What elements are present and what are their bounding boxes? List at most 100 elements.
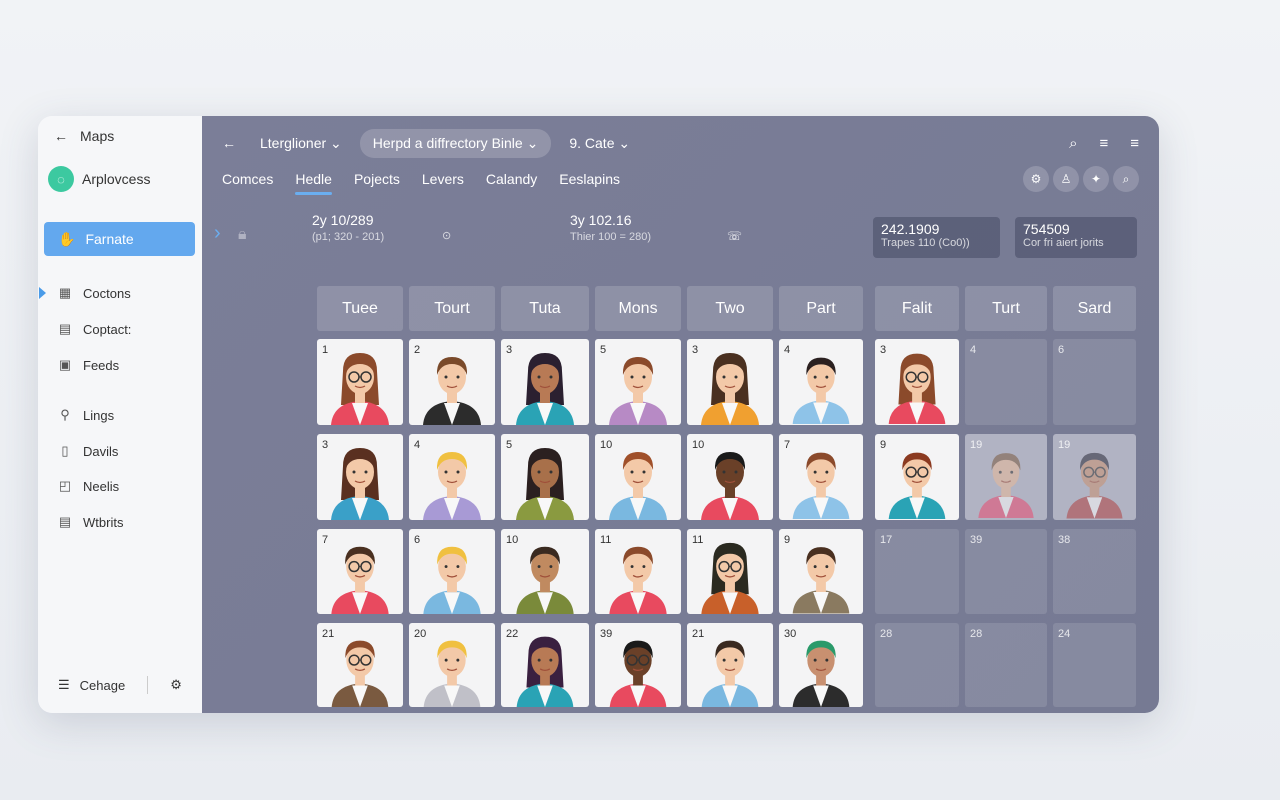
person-card[interactable]: 2 bbox=[409, 339, 495, 425]
column-header[interactable]: Tourt bbox=[409, 286, 495, 331]
person-card[interactable]: 7 bbox=[317, 529, 403, 614]
user-icon[interactable]: ♙ bbox=[1053, 166, 1079, 192]
sidebar-item-coctons[interactable]: ▦ Coctons bbox=[38, 281, 202, 305]
column-header[interactable]: Part bbox=[779, 286, 863, 331]
empty-slot[interactable]: 38 bbox=[1053, 529, 1136, 614]
search-icon[interactable]: ⌕ bbox=[1113, 166, 1139, 192]
cell-number: 22 bbox=[506, 628, 519, 640]
sidebar-item-coptact[interactable]: ▤ Coptact: bbox=[38, 317, 202, 341]
person-card[interactable]: 9 bbox=[875, 434, 959, 520]
person-card[interactable]: 3 bbox=[687, 339, 773, 425]
document-icon: ▯ bbox=[61, 443, 69, 458]
tab-calandy[interactable]: Calandy bbox=[485, 171, 538, 187]
empty-slot[interactable]: 17 bbox=[875, 529, 959, 614]
cell-number: 10 bbox=[692, 439, 705, 451]
cell-number: 17 bbox=[880, 534, 893, 546]
tab-levers[interactable]: Levers bbox=[421, 171, 464, 187]
column-header[interactable]: Mons bbox=[595, 286, 681, 331]
sidebar-item-feeds[interactable]: ▣ Feeds bbox=[38, 353, 202, 377]
directory-search-pill[interactable]: Herpd a diffrectory Binle ⌄ bbox=[359, 128, 552, 158]
person-card[interactable]: 39 bbox=[595, 623, 681, 707]
avatar bbox=[609, 640, 667, 707]
footer-link[interactable]: Cehage bbox=[79, 677, 126, 693]
person-card[interactable]: 19 bbox=[1053, 434, 1136, 520]
menu-icon[interactable]: ≡ bbox=[1099, 134, 1109, 152]
avatar bbox=[701, 640, 759, 707]
person-card[interactable]: 3 bbox=[875, 339, 959, 425]
person-card[interactable]: 11 bbox=[595, 529, 681, 614]
person-card[interactable]: 10 bbox=[501, 529, 589, 614]
cell-number: 38 bbox=[1058, 534, 1071, 546]
sidebar-active-button[interactable]: ✋ Farnate bbox=[44, 222, 195, 256]
empty-slot[interactable]: 28 bbox=[965, 623, 1047, 707]
avatar bbox=[516, 353, 574, 425]
sidebar: ← Maps ◌ Arplovcess ✋ Farnate ▦ Coctons ▤ Copt… bbox=[38, 116, 202, 713]
summary-card-1: 242.1909 Trapes 110 (Co0)) bbox=[873, 217, 1000, 258]
person-card[interactable]: 5 bbox=[595, 339, 681, 425]
person-card[interactable]: 5 bbox=[501, 434, 589, 520]
person-card[interactable]: 3 bbox=[317, 434, 403, 520]
back-button[interactable]: ← Maps bbox=[54, 128, 115, 144]
column-header[interactable]: Falit bbox=[875, 286, 959, 331]
avatar bbox=[516, 448, 574, 520]
sidebar-item-davils[interactable]: ▯ Davils bbox=[38, 439, 202, 463]
avatar bbox=[331, 640, 389, 707]
person-card[interactable]: 22 bbox=[501, 623, 589, 707]
tab-eeslapins[interactable]: Eeslapins bbox=[559, 171, 620, 187]
tab-pojects[interactable]: Pojects bbox=[353, 171, 400, 187]
avatar bbox=[888, 452, 946, 519]
person-card[interactable]: 9 bbox=[779, 529, 863, 614]
person-card[interactable]: 10 bbox=[595, 434, 681, 520]
back-arrow-icon[interactable]: ← bbox=[222, 135, 236, 151]
link-icon[interactable]: ⊙ bbox=[442, 230, 452, 242]
person-card[interactable]: 10 bbox=[687, 434, 773, 520]
person-card[interactable]: 11 bbox=[687, 529, 773, 614]
empty-slot[interactable]: 4 bbox=[965, 339, 1047, 425]
search-icon[interactable]: ⌕ bbox=[1069, 134, 1078, 152]
grid-icon: ▦ bbox=[58, 285, 72, 300]
person-card[interactable]: 4 bbox=[779, 339, 863, 425]
tab-hedle[interactable]: Hedle bbox=[295, 171, 332, 195]
column-header[interactable]: Tuta bbox=[501, 286, 589, 331]
person-card[interactable]: 6 bbox=[409, 529, 495, 614]
avatar bbox=[423, 546, 481, 614]
cell-number: 28 bbox=[970, 628, 983, 640]
person-card[interactable]: 4 bbox=[409, 434, 495, 520]
empty-slot[interactable]: 39 bbox=[965, 529, 1047, 614]
sidebar-item-lings[interactable]: ⚲ Lings bbox=[38, 403, 202, 427]
cell-number: 5 bbox=[600, 344, 607, 356]
person-card[interactable]: 1 bbox=[317, 339, 403, 425]
link-icon: ⚲ bbox=[60, 407, 70, 422]
person-card[interactable]: 3 bbox=[501, 339, 589, 425]
sidebar-item-neelis[interactable]: ◰ Neelis bbox=[38, 474, 202, 498]
person-card[interactable]: 21 bbox=[687, 623, 773, 707]
bird-icon[interactable]: ✦ bbox=[1083, 166, 1109, 192]
tab-comces[interactable]: Comces bbox=[222, 171, 274, 187]
settings-icon[interactable]: ⚙ bbox=[170, 677, 182, 692]
column-header[interactable]: Tuee bbox=[317, 286, 403, 331]
hamburger-icon[interactable]: ≡ bbox=[1130, 134, 1139, 152]
column-header[interactable]: Sard bbox=[1053, 286, 1136, 331]
person-card[interactable]: 20 bbox=[409, 623, 495, 707]
settings-icon[interactable]: ⚙ bbox=[1023, 166, 1049, 192]
person-card[interactable]: 19 bbox=[965, 434, 1047, 520]
cell-number: 6 bbox=[414, 534, 421, 546]
person-card[interactable]: 21 bbox=[317, 623, 403, 707]
empty-slot[interactable]: 28 bbox=[875, 623, 959, 707]
sidebar-item-wtbrits[interactable]: ▤ Wtbrits bbox=[38, 510, 202, 534]
column-header[interactable]: Two bbox=[687, 286, 773, 331]
app-header: ◌ Arplovcess bbox=[48, 166, 150, 192]
cell-number: 39 bbox=[600, 628, 613, 640]
sidebar-item-label: Wtbrits bbox=[83, 514, 124, 530]
person-card[interactable]: 7 bbox=[779, 434, 863, 520]
divider bbox=[147, 676, 149, 694]
cell-number: 4 bbox=[970, 344, 977, 356]
empty-slot[interactable]: 6 bbox=[1053, 339, 1136, 425]
column-header[interactable]: Turt bbox=[965, 286, 1047, 331]
location-dropdown[interactable]: Lterglioner ⌄ bbox=[260, 134, 342, 151]
person-card[interactable]: 30 bbox=[779, 623, 863, 707]
filter-dropdown[interactable]: 9. Cate ⌄ bbox=[569, 134, 631, 151]
phone-icon[interactable]: ☏ bbox=[727, 229, 743, 243]
empty-slot[interactable]: 24 bbox=[1053, 623, 1136, 707]
chevron-right-icon[interactable]: › bbox=[214, 222, 221, 244]
